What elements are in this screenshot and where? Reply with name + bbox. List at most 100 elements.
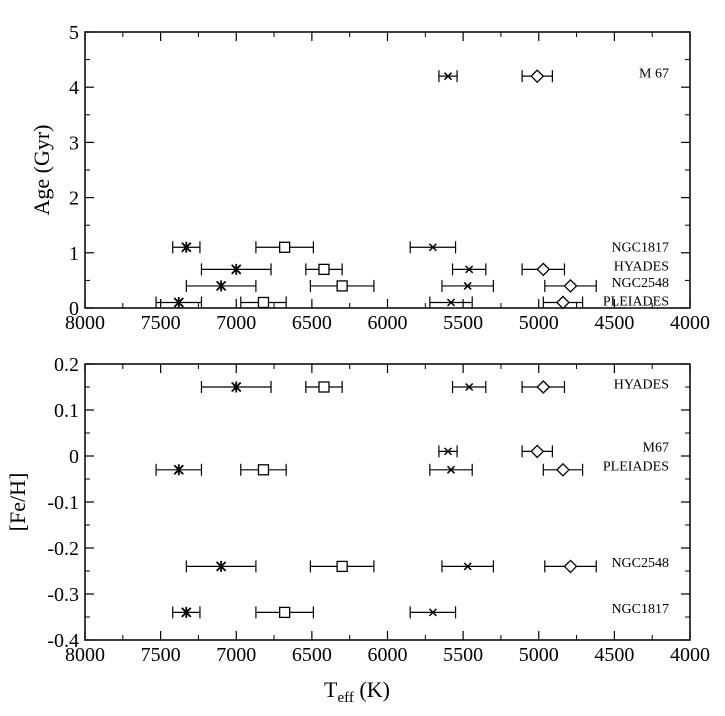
data-point-diamond <box>544 279 597 293</box>
x-tick-label: 6000 <box>368 312 408 334</box>
data-point-square <box>305 263 343 276</box>
data-point-square <box>240 463 287 476</box>
marker-x <box>463 281 472 290</box>
marker-square <box>257 296 270 309</box>
data-point-square <box>305 381 343 393</box>
data-point-diamond <box>521 69 553 84</box>
data-point-x <box>438 445 458 458</box>
data-point-x <box>438 70 458 83</box>
data-point-diamond <box>521 262 566 277</box>
data-point-square <box>255 241 314 254</box>
marker-diamond <box>563 559 578 574</box>
marker-x <box>443 447 453 456</box>
x-axis-label-unit: (K) <box>354 677 390 702</box>
marker-diamond <box>530 69 545 84</box>
y-tick-label: -0.2 <box>47 538 79 560</box>
marker-x <box>446 465 456 474</box>
marker-asterisk <box>181 241 192 253</box>
y-tick-label: -0.1 <box>47 492 79 514</box>
data-point-diamond <box>542 462 584 477</box>
plot-frame-age <box>84 31 691 309</box>
x-axis-label: Teff (K) <box>324 677 390 706</box>
data-point-x <box>409 606 457 619</box>
data-point-diamond <box>544 559 597 574</box>
y-tick-label: -0.4 <box>47 630 79 652</box>
cluster-label: NGC1817 <box>611 602 669 617</box>
marker-square <box>318 381 330 393</box>
marker-asterisk <box>173 296 184 308</box>
cluster-label: M67 <box>643 441 669 456</box>
marker-diamond <box>556 462 570 477</box>
y-tick-label: 0 <box>69 446 79 468</box>
marker-x <box>428 608 437 617</box>
cluster-label: NGC1817 <box>611 240 669 255</box>
data-point-x <box>441 279 494 292</box>
x-tick-label: 5500 <box>443 312 483 334</box>
x-tick-label: 4500 <box>594 644 634 666</box>
data-point-square <box>240 296 287 309</box>
y-tick-label: 2 <box>69 188 79 210</box>
x-tick-label: 4000 <box>670 644 710 666</box>
marker-x <box>428 243 437 252</box>
data-point-asterisk <box>155 296 203 309</box>
y-tick-label: 5 <box>69 22 79 44</box>
cluster-label: NGC2548 <box>611 556 669 571</box>
marker-x <box>465 265 474 274</box>
marker-asterisk <box>215 560 227 572</box>
marker-diamond <box>556 295 570 310</box>
marker-x <box>465 382 474 392</box>
data-point-asterisk <box>185 560 257 573</box>
marker-x <box>463 562 472 571</box>
cluster-label: PLEIADES <box>603 294 669 309</box>
cluster-label: M 67 <box>639 66 669 81</box>
x-tick-label: 5000 <box>519 312 559 334</box>
y-tick-label: 0 <box>69 298 79 320</box>
cluster-label: HYADES <box>614 260 669 275</box>
cluster-label: PLEIADES <box>603 460 669 475</box>
marker-x <box>443 72 453 81</box>
x-axis-label-subscript: eff <box>338 690 354 706</box>
y-axis-label-metallicity: [Fe/H] <box>5 473 30 532</box>
data-point-diamond <box>521 444 553 459</box>
data-point-asterisk <box>155 463 203 476</box>
data-point-asterisk <box>200 381 272 393</box>
data-point-x <box>429 463 473 476</box>
data-point-asterisk <box>172 606 201 619</box>
x-tick-label: 8000 <box>65 644 105 666</box>
marker-square <box>257 464 270 476</box>
x-tick-label: 6000 <box>368 644 408 666</box>
data-point-diamond <box>542 295 584 310</box>
data-point-x <box>441 560 494 573</box>
x-tick-label: 5500 <box>443 644 483 666</box>
marker-diamond <box>536 380 551 394</box>
marker-asterisk <box>181 606 192 618</box>
x-tick-label: 5000 <box>519 644 559 666</box>
marker-diamond <box>563 279 578 293</box>
data-point-square <box>255 606 314 619</box>
data-point-x <box>451 263 487 276</box>
marker-square <box>336 280 348 292</box>
y-tick-label: 3 <box>69 132 79 154</box>
x-tick-label: 4500 <box>594 312 634 334</box>
marker-asterisk <box>231 381 242 393</box>
y-tick-label: 4 <box>69 77 79 99</box>
marker-square <box>336 560 348 573</box>
panel-age: Age (Gyr) 8000 7500 7000 6500 6000 5500 5000 45… <box>29 22 710 334</box>
x-tick-label: 6500 <box>292 312 332 334</box>
x-tick-label: 6500 <box>292 644 332 666</box>
data-point-diamond <box>521 380 566 394</box>
y-tick-label: -0.3 <box>47 584 79 606</box>
y-tick-label: 0.1 <box>54 400 79 422</box>
data-point-square <box>309 279 375 292</box>
marker-x <box>446 298 456 307</box>
x-tick-label: 7000 <box>216 312 256 334</box>
panel-metallicity: [Fe/H] Teff (K) 8000 7500 7000 6500 6000 5500… <box>5 354 710 706</box>
data-point-asterisk <box>185 279 257 292</box>
marker-square <box>278 606 291 619</box>
x-tick-label: 7500 <box>141 312 181 334</box>
data-point-asterisk <box>200 263 272 276</box>
plot-frame-metallicity <box>84 363 691 641</box>
marker-square <box>318 263 330 276</box>
